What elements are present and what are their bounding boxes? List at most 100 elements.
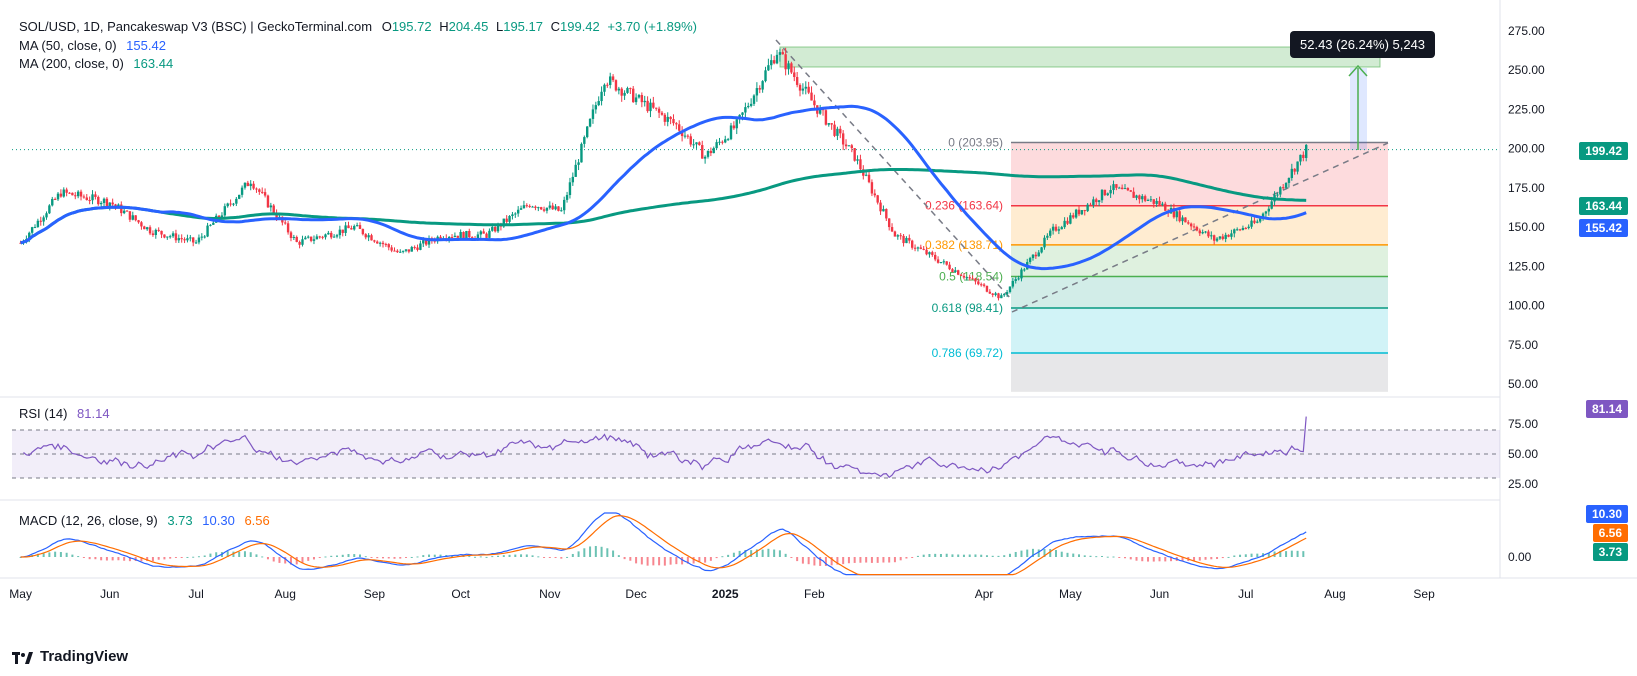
ma200-badge: 163.44 xyxy=(1579,197,1628,215)
candle-body xyxy=(91,194,94,201)
fib-zone xyxy=(1011,308,1388,354)
candle-body xyxy=(1181,217,1184,222)
candle-body xyxy=(145,227,149,230)
candle-body xyxy=(729,125,733,140)
candle-body xyxy=(410,247,413,252)
macd-histogram-bar xyxy=(1060,551,1063,557)
candle-body xyxy=(945,261,948,265)
macd-histogram-bar xyxy=(658,557,661,566)
candle-body xyxy=(378,242,382,244)
candle-body xyxy=(887,218,891,228)
macd-histogram-bar xyxy=(1049,549,1052,557)
macd-histogram-bar xyxy=(203,555,206,557)
macd-histogram-bar xyxy=(284,557,287,564)
candle-body xyxy=(525,205,529,207)
macd-histogram-bar xyxy=(48,552,51,557)
macd-histogram-bar xyxy=(525,554,528,557)
candle-body xyxy=(1074,209,1078,218)
tradingview-brand: TradingView xyxy=(40,648,129,665)
ma200-legend[interactable]: MA (200, close, 0) 163.44 xyxy=(19,56,173,71)
candle-body xyxy=(330,232,333,238)
candle-body xyxy=(623,92,626,96)
candle-body xyxy=(1204,231,1207,233)
macd-histogram-bar xyxy=(405,557,408,558)
x-tick-label: Nov xyxy=(539,587,560,601)
candle-body xyxy=(646,100,649,112)
x-tick-label: Oct xyxy=(451,587,470,601)
candle-body xyxy=(876,195,879,203)
high-label: H xyxy=(439,19,449,34)
candle-body xyxy=(933,254,937,260)
candle-body xyxy=(528,205,531,207)
candle-body xyxy=(468,230,471,238)
candle-body xyxy=(747,105,750,108)
candle-body xyxy=(957,270,960,275)
candle-body xyxy=(1258,218,1262,222)
candle-body xyxy=(534,206,537,209)
candle-body xyxy=(942,261,946,263)
candle-body xyxy=(519,208,523,210)
macd-histogram-bar xyxy=(399,557,402,559)
candle-body xyxy=(186,238,189,241)
macd-value: 3.73 xyxy=(167,513,193,528)
candle-body xyxy=(597,101,600,106)
candle-body xyxy=(163,234,166,238)
macd-histogram-bar xyxy=(968,554,971,557)
candle-body xyxy=(246,182,250,187)
fib-level-label: 0.618 (98.41) xyxy=(932,301,1003,315)
macd-histogram-bar xyxy=(243,551,246,557)
rsi-legend[interactable]: RSI (14) 81.14 xyxy=(19,406,110,421)
rsi-tick-label: 25.00 xyxy=(1508,477,1538,491)
macd-histogram-bar xyxy=(1124,557,1127,559)
macd-histogram-bar xyxy=(663,557,666,566)
macd-histogram-bar xyxy=(1118,557,1121,558)
candle-body xyxy=(1023,269,1026,271)
candle-body xyxy=(692,144,695,146)
candle-body xyxy=(39,220,42,222)
header-legend: SOL/USD, 1D, Pancakeswap V3 (BSC) | Geck… xyxy=(19,19,697,34)
candle-body xyxy=(1290,168,1294,179)
candle-body xyxy=(59,193,63,197)
candle-body xyxy=(390,247,393,251)
macd-histogram-bar xyxy=(554,557,557,559)
candle-body xyxy=(74,195,77,197)
macd-histogram-bar xyxy=(186,556,189,558)
candle-body xyxy=(399,251,402,253)
macd-hist-badge: 6.56 xyxy=(1592,524,1628,542)
candle-body xyxy=(1270,201,1273,209)
macd-histogram-bar xyxy=(1083,555,1086,557)
macd-histogram-bar xyxy=(980,554,983,557)
macd-histogram-bar xyxy=(859,557,862,563)
candle-body xyxy=(505,218,508,222)
macd-histogram-bar xyxy=(865,557,868,563)
candle-body xyxy=(568,182,572,196)
macd-histogram-bar xyxy=(957,554,960,557)
tradingview-logo[interactable]: TradingView xyxy=(12,648,128,665)
candle-body xyxy=(591,109,595,119)
candle-body xyxy=(154,229,157,236)
x-tick-label: Dec xyxy=(625,587,646,601)
ma50-legend[interactable]: MA (50, close, 0) 155.42 xyxy=(19,38,166,53)
candle-body xyxy=(407,249,411,252)
candle-body xyxy=(102,198,106,203)
candle-body xyxy=(721,141,724,143)
candle-body xyxy=(1256,221,1259,223)
candle-body xyxy=(439,236,442,240)
macd-legend[interactable]: MACD (12, 26, close, 9) 3.73 10.30 6.56 xyxy=(19,513,270,528)
macd-histogram-bar xyxy=(42,553,45,557)
candle-body xyxy=(1250,220,1253,227)
rsi-badge: 81.14 xyxy=(1585,400,1628,418)
candle-body xyxy=(312,239,316,241)
candle-body xyxy=(982,284,986,286)
macd-histogram-bar xyxy=(1077,554,1080,557)
macd-signal-line xyxy=(20,514,1307,576)
candle-body xyxy=(71,192,74,196)
macd-histogram-bar xyxy=(566,556,569,558)
rsi-label: RSI (14) xyxy=(19,406,68,421)
candle-body xyxy=(315,236,319,240)
candle-body xyxy=(404,249,408,251)
macd-histogram-bar xyxy=(784,553,787,557)
candle-body xyxy=(991,293,994,295)
candle-body xyxy=(632,88,635,103)
